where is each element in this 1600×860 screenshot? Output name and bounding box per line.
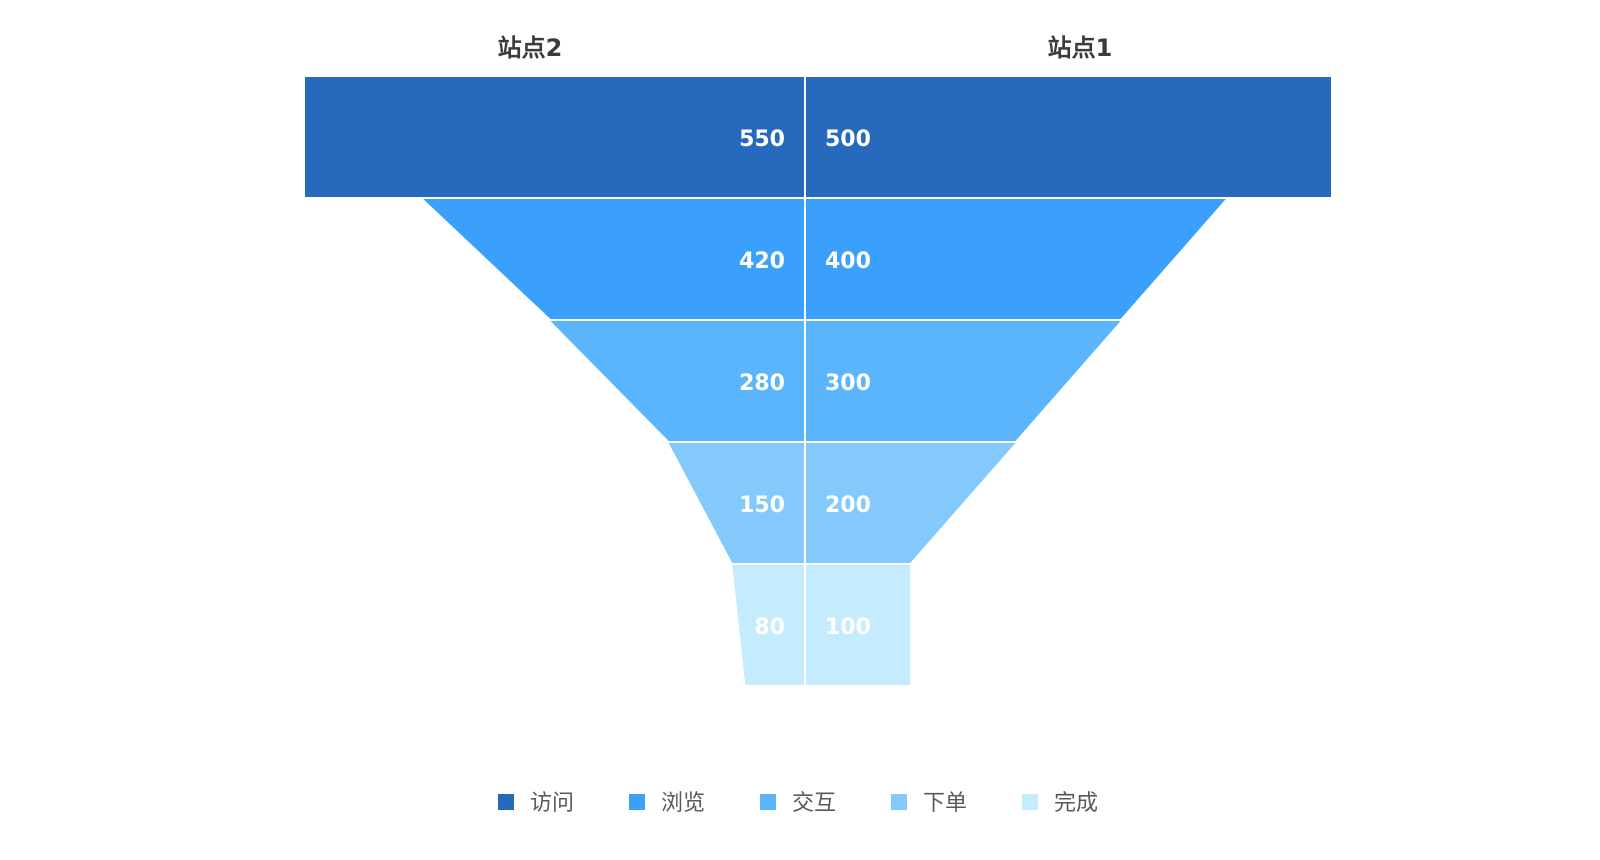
legend-label-2[interactable]: 浏览	[661, 791, 705, 816]
value-label-left-3: 280	[739, 371, 785, 396]
funnel-band-right-2	[805, 199, 1226, 319]
legend-label-3[interactable]: 交互	[792, 791, 836, 816]
value-label-right-4: 200	[825, 493, 871, 518]
funnel-band-left-2	[423, 199, 805, 319]
value-label-right-1: 500	[825, 127, 871, 152]
legend-swatch-4[interactable]	[891, 794, 907, 810]
legend-label-1[interactable]: 访问	[530, 791, 574, 816]
left-series-title: 站点2	[498, 34, 563, 62]
funnel-band-left-3	[550, 321, 805, 441]
value-label-left-5: 80	[754, 615, 785, 640]
funnel-band-left-4	[668, 443, 805, 563]
legend-label-5[interactable]: 完成	[1054, 791, 1098, 816]
funnel-bands	[305, 77, 1331, 685]
funnel-band-left-5	[732, 565, 805, 685]
value-label-right-2: 400	[825, 249, 871, 274]
right-series-title: 站点1	[1048, 34, 1113, 62]
funnel-band-right-1	[805, 77, 1331, 197]
funnel-value-labels: 550 500 420 400 280 300 150 200 80 100	[739, 127, 871, 640]
value-label-left-2: 420	[739, 249, 785, 274]
legend: 访问 浏览 交互 下单 完成	[498, 791, 1098, 816]
value-label-right-3: 300	[825, 371, 871, 396]
value-label-left-1: 550	[739, 127, 785, 152]
funnel-band-right-3	[805, 321, 1121, 441]
legend-swatch-3[interactable]	[760, 794, 776, 810]
value-label-left-4: 150	[739, 493, 785, 518]
funnel-band-left-1	[305, 77, 805, 197]
legend-label-4[interactable]: 下单	[923, 791, 967, 816]
value-label-right-5: 100	[825, 615, 871, 640]
legend-swatch-5[interactable]	[1022, 794, 1038, 810]
legend-swatch-1[interactable]	[498, 794, 514, 810]
funnel-band-right-4	[805, 443, 1016, 563]
legend-swatch-2[interactable]	[629, 794, 645, 810]
funnel-band-right-5	[805, 565, 911, 685]
